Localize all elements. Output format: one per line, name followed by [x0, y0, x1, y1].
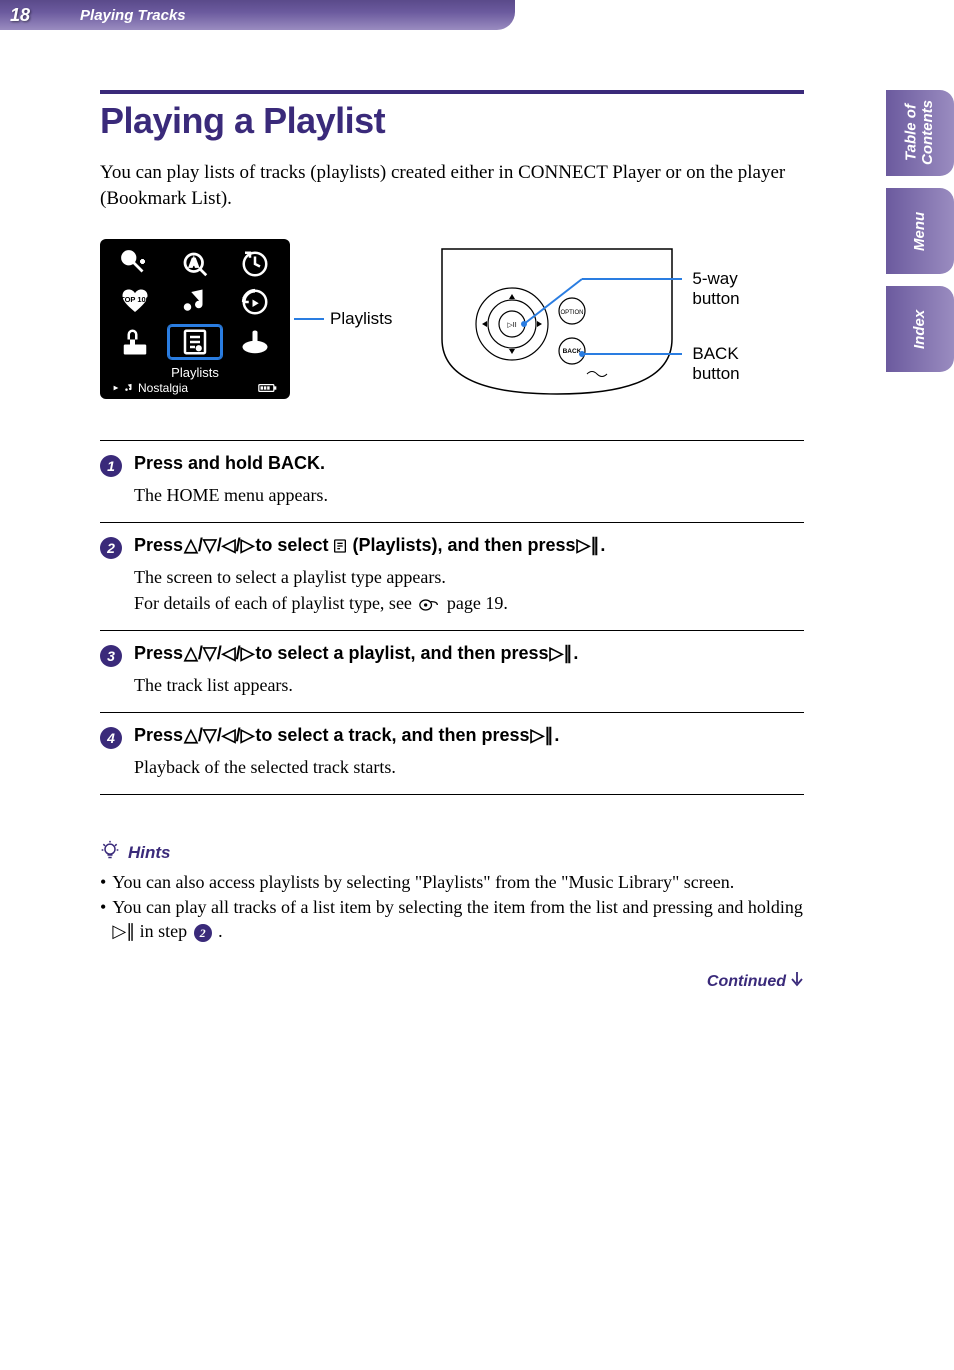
step-title: Press △/▽/◁/▷ to select a playlist, and … [134, 643, 578, 664]
intelligent-shuffle-icon [228, 249, 282, 279]
callout-playlists-label: Playlists [330, 309, 392, 329]
hint-item: • You can also access playlists by selec… [100, 870, 804, 894]
step-title: Press and hold BACK. [134, 453, 325, 474]
diagram-device-buttons: ▷II OPTION BACK 5-way butto [432, 239, 682, 404]
settings-icon [108, 325, 162, 359]
svg-text:OPTION: OPTION [561, 310, 584, 316]
step-4: 4 Press △/▽/◁/▷ to select a track, and t… [100, 712, 804, 795]
step-number-badge: 4 [100, 727, 122, 749]
svg-text:▷II: ▷II [508, 322, 517, 329]
title-rule [100, 90, 804, 94]
page-header: 18 Playing Tracks [0, 0, 515, 30]
step-1: 1 Press and hold BACK. The HOME menu app… [100, 440, 804, 522]
diagram-home-screen: A TOP 100 [100, 239, 392, 399]
play-pause-glyph: ▷∥ [550, 643, 573, 664]
hints-heading: Hints [100, 839, 804, 866]
step-body: The HOME menu appears. [134, 483, 804, 508]
callout-back-label: BACK button [692, 344, 739, 384]
playlists-icon [168, 325, 222, 359]
step-2: 2 Press △/▽/◁/▷ to select (Playlists), a… [100, 522, 804, 629]
device-screen: A TOP 100 [100, 239, 290, 399]
steps-list: 1 Press and hold BACK. The HOME menu app… [100, 440, 804, 795]
hints-section: Hints • You can also access playlists by… [100, 839, 804, 943]
svg-text:A: A [190, 258, 198, 270]
play-pause-glyph: ▷∥ [577, 535, 600, 556]
page-ref-icon [419, 598, 439, 612]
screen-menu-label: Playlists [108, 365, 282, 381]
play-pause-glyph: ▷∥ [531, 725, 554, 746]
side-tabs: Table of Contents Menu Index [886, 90, 954, 372]
now-playing-icon [228, 325, 282, 359]
dpad-glyph: △/▽/◁/▷ [184, 643, 254, 664]
intro-text: You can play lists of tracks (playlists)… [100, 160, 804, 211]
page-content: Playing a Playlist You can play lists of… [0, 30, 954, 992]
dpad-glyph: △/▽/◁/▷ [184, 725, 254, 746]
page-title: Playing a Playlist [100, 100, 804, 142]
callout-line-icon [294, 318, 324, 320]
step-ref-badge: 2 [194, 924, 212, 942]
battery-icon [258, 383, 278, 393]
section-title: Playing Tracks [80, 7, 186, 24]
playlist-glyph-icon [332, 537, 348, 555]
step-number-badge: 3 [100, 645, 122, 667]
step-body: The track list appears. [134, 673, 804, 698]
home-icon-grid: A TOP 100 [108, 249, 282, 359]
step-number-badge: 2 [100, 537, 122, 559]
callout-5way-label: 5-way button [692, 269, 739, 309]
hint-bulb-icon [100, 839, 120, 866]
step-number-badge: 1 [100, 455, 122, 477]
tab-menu[interactable]: Menu [886, 188, 954, 274]
rating-icon: TOP 100 [108, 287, 162, 317]
svg-text:BACK: BACK [563, 348, 582, 355]
step-3: 3 Press △/▽/◁/▷ to select a playlist, an… [100, 630, 804, 712]
dpad-glyph: △/▽/◁/▷ [184, 535, 254, 556]
diagrams-row: A TOP 100 [100, 239, 804, 404]
play-history-icon [228, 287, 282, 317]
screen-labels: Playlists Nostalgia [108, 365, 282, 395]
step-body: The screen to select a playlist type app… [134, 565, 804, 615]
tab-table-of-contents[interactable]: Table of Contents [886, 90, 954, 176]
continued-indicator: Continued [100, 971, 804, 992]
screen-now-playing-label: Nostalgia [138, 381, 188, 395]
step-title: Press △/▽/◁/▷ to select (Playlists), and… [134, 535, 605, 556]
play-pause-glyph: ▷∥ [112, 921, 135, 941]
music-library-icon [168, 287, 222, 317]
shuffle-icon [108, 249, 162, 279]
page-number: 18 [10, 5, 30, 26]
tab-index[interactable]: Index [886, 286, 954, 372]
down-arrow-icon [790, 971, 804, 992]
step-body: Playback of the selected track starts. [134, 755, 804, 780]
hint-item: • You can play all tracks of a list item… [100, 895, 804, 944]
search-icon: A [168, 249, 222, 279]
svg-text:TOP 100: TOP 100 [120, 295, 150, 304]
step-title: Press △/▽/◁/▷ to select a track, and the… [134, 725, 559, 746]
